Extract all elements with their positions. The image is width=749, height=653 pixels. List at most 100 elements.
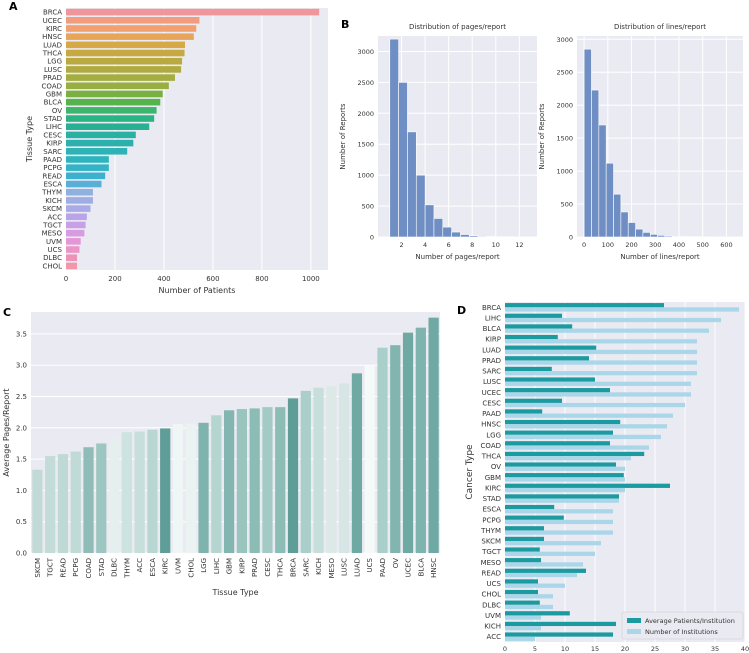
y-tick-label: KICH xyxy=(484,623,501,631)
bar-cesc-institutions xyxy=(505,402,685,408)
x-tick-label: 200 xyxy=(625,241,637,249)
bar-prad-avg-patients xyxy=(505,356,589,361)
x-tick-label: 0 xyxy=(503,645,507,653)
bar-ucs xyxy=(66,246,80,253)
x-tick-label: PCPG xyxy=(72,558,80,577)
x-axis-label: Tissue Type xyxy=(211,588,258,597)
bar-acc-institutions xyxy=(505,636,535,641)
x-axis-label: Number of Patients xyxy=(159,286,236,295)
x-tick-label: 6 xyxy=(447,241,451,249)
y-tick-label: THYM xyxy=(41,189,62,197)
legend-label: Average Patients/Institution xyxy=(645,617,735,625)
x-tick-label: BRCA xyxy=(290,558,298,577)
histogram-bar xyxy=(613,193,622,238)
y-tick-label: 3000 xyxy=(357,48,374,56)
x-tick-label: THCA xyxy=(277,558,285,578)
y-tick-label: STAD xyxy=(44,115,62,123)
histogram-bar xyxy=(598,124,607,238)
x-tick-label: 800 xyxy=(255,275,268,283)
y-tick-label: 1000 xyxy=(357,172,374,180)
x-tick-label: 600 xyxy=(720,241,732,249)
y-tick-label: PAAD xyxy=(43,156,62,164)
bar-cesc-avg-patients xyxy=(505,398,562,403)
x-tick-label: 12 xyxy=(515,241,523,249)
bar-chol xyxy=(185,423,196,553)
legend-swatch xyxy=(627,629,641,634)
bar-kirp-institutions xyxy=(505,339,697,344)
histogram-bar xyxy=(620,211,629,238)
bar-stad xyxy=(66,115,155,122)
y-tick-label: PAAD xyxy=(482,410,501,418)
bar-kirp-avg-patients xyxy=(505,334,558,340)
bar-kirc-avg-patients xyxy=(505,483,670,488)
x-tick-label: ACC xyxy=(136,558,144,573)
x-tick-label: STAD xyxy=(98,558,106,576)
bar-prad xyxy=(66,74,175,81)
y-tick-label: CESC xyxy=(482,399,501,407)
bar-gbm xyxy=(223,410,235,553)
y-tick-label: CHOL xyxy=(481,591,501,599)
bar-kirc xyxy=(66,25,197,32)
x-tick-label: 100 xyxy=(602,241,614,249)
bar-kirp xyxy=(236,409,248,553)
bar-meso xyxy=(66,229,85,237)
histogram-bar xyxy=(649,234,658,238)
bar-blca-institutions xyxy=(505,328,709,333)
y-tick-label: MESO xyxy=(42,230,63,238)
x-tick-label: KIRP xyxy=(238,558,246,574)
x-tick-label: 1000 xyxy=(302,275,320,283)
y-axis-label: Average Pages/Report xyxy=(2,388,11,476)
y-tick-label: ACC xyxy=(48,213,63,221)
bar-luad xyxy=(66,41,186,49)
panel-c-chart: 0.0 0.5 1.0 1.5 2.0 2.5 3.0 3.5 SKCM TGCT READ PCPG… xyxy=(2,312,440,597)
histogram-bar xyxy=(642,232,651,238)
bar-ucs xyxy=(364,365,375,553)
y-tick-label: 1500 xyxy=(556,135,573,143)
x-tick-label: 35 xyxy=(711,645,719,653)
bar-esca xyxy=(66,180,102,188)
y-tick-label: 0 xyxy=(569,234,573,242)
bar-esca xyxy=(147,429,158,553)
y-tick-label: KIRP xyxy=(46,140,62,148)
bar-sarc-institutions xyxy=(505,371,697,376)
y-tick-label: ACC xyxy=(487,633,502,641)
y-tick-label: SKCM xyxy=(42,205,62,213)
x-tick-label: THYM xyxy=(123,558,131,579)
y-tick-label: 3.5 xyxy=(16,330,27,338)
panel-label-d: D xyxy=(457,304,466,317)
bar-kich-avg-patients xyxy=(505,621,616,627)
x-tick-label: 400 xyxy=(157,275,170,283)
bar-dlbc xyxy=(66,254,78,261)
y-axis-label: Number of Reports xyxy=(538,103,546,170)
bar-luad-institutions xyxy=(505,349,697,355)
bar-uvm-institutions xyxy=(505,615,541,620)
y-tick-label: 0.5 xyxy=(16,518,27,526)
bar-thym xyxy=(66,188,93,196)
x-tick-label: SARC xyxy=(302,558,310,577)
bar-lusc-institutions xyxy=(505,381,691,386)
histogram-bar xyxy=(591,89,600,238)
bar-paad-institutions xyxy=(505,413,673,418)
y-tick-label: 0 xyxy=(370,234,374,242)
histogram-bar xyxy=(657,235,666,238)
x-tick-label: 10 xyxy=(561,645,569,653)
bar-read xyxy=(57,454,69,553)
bar-kirp xyxy=(66,139,134,147)
bar-thym xyxy=(121,432,132,553)
bar-pcpg-avg-patients xyxy=(505,515,564,520)
bar-thca-institutions xyxy=(505,456,631,461)
legend-box xyxy=(621,611,744,640)
bar-acc xyxy=(66,213,87,221)
histogram-bar xyxy=(583,48,592,238)
y-axis-label: Number of Reports xyxy=(339,103,347,170)
x-tick-label: LGG xyxy=(200,558,208,573)
histogram-bar xyxy=(442,226,452,238)
legend-swatch xyxy=(627,618,641,623)
y-tick-label: HNSC xyxy=(481,421,501,429)
y-tick-label: CHOL xyxy=(42,262,62,270)
bar-dlbc-institutions xyxy=(505,604,553,610)
bar-coad xyxy=(66,82,169,90)
histogram-bar xyxy=(415,174,426,238)
y-tick-label: 0.0 xyxy=(16,550,27,558)
y-tick-label: 1500 xyxy=(357,141,374,149)
